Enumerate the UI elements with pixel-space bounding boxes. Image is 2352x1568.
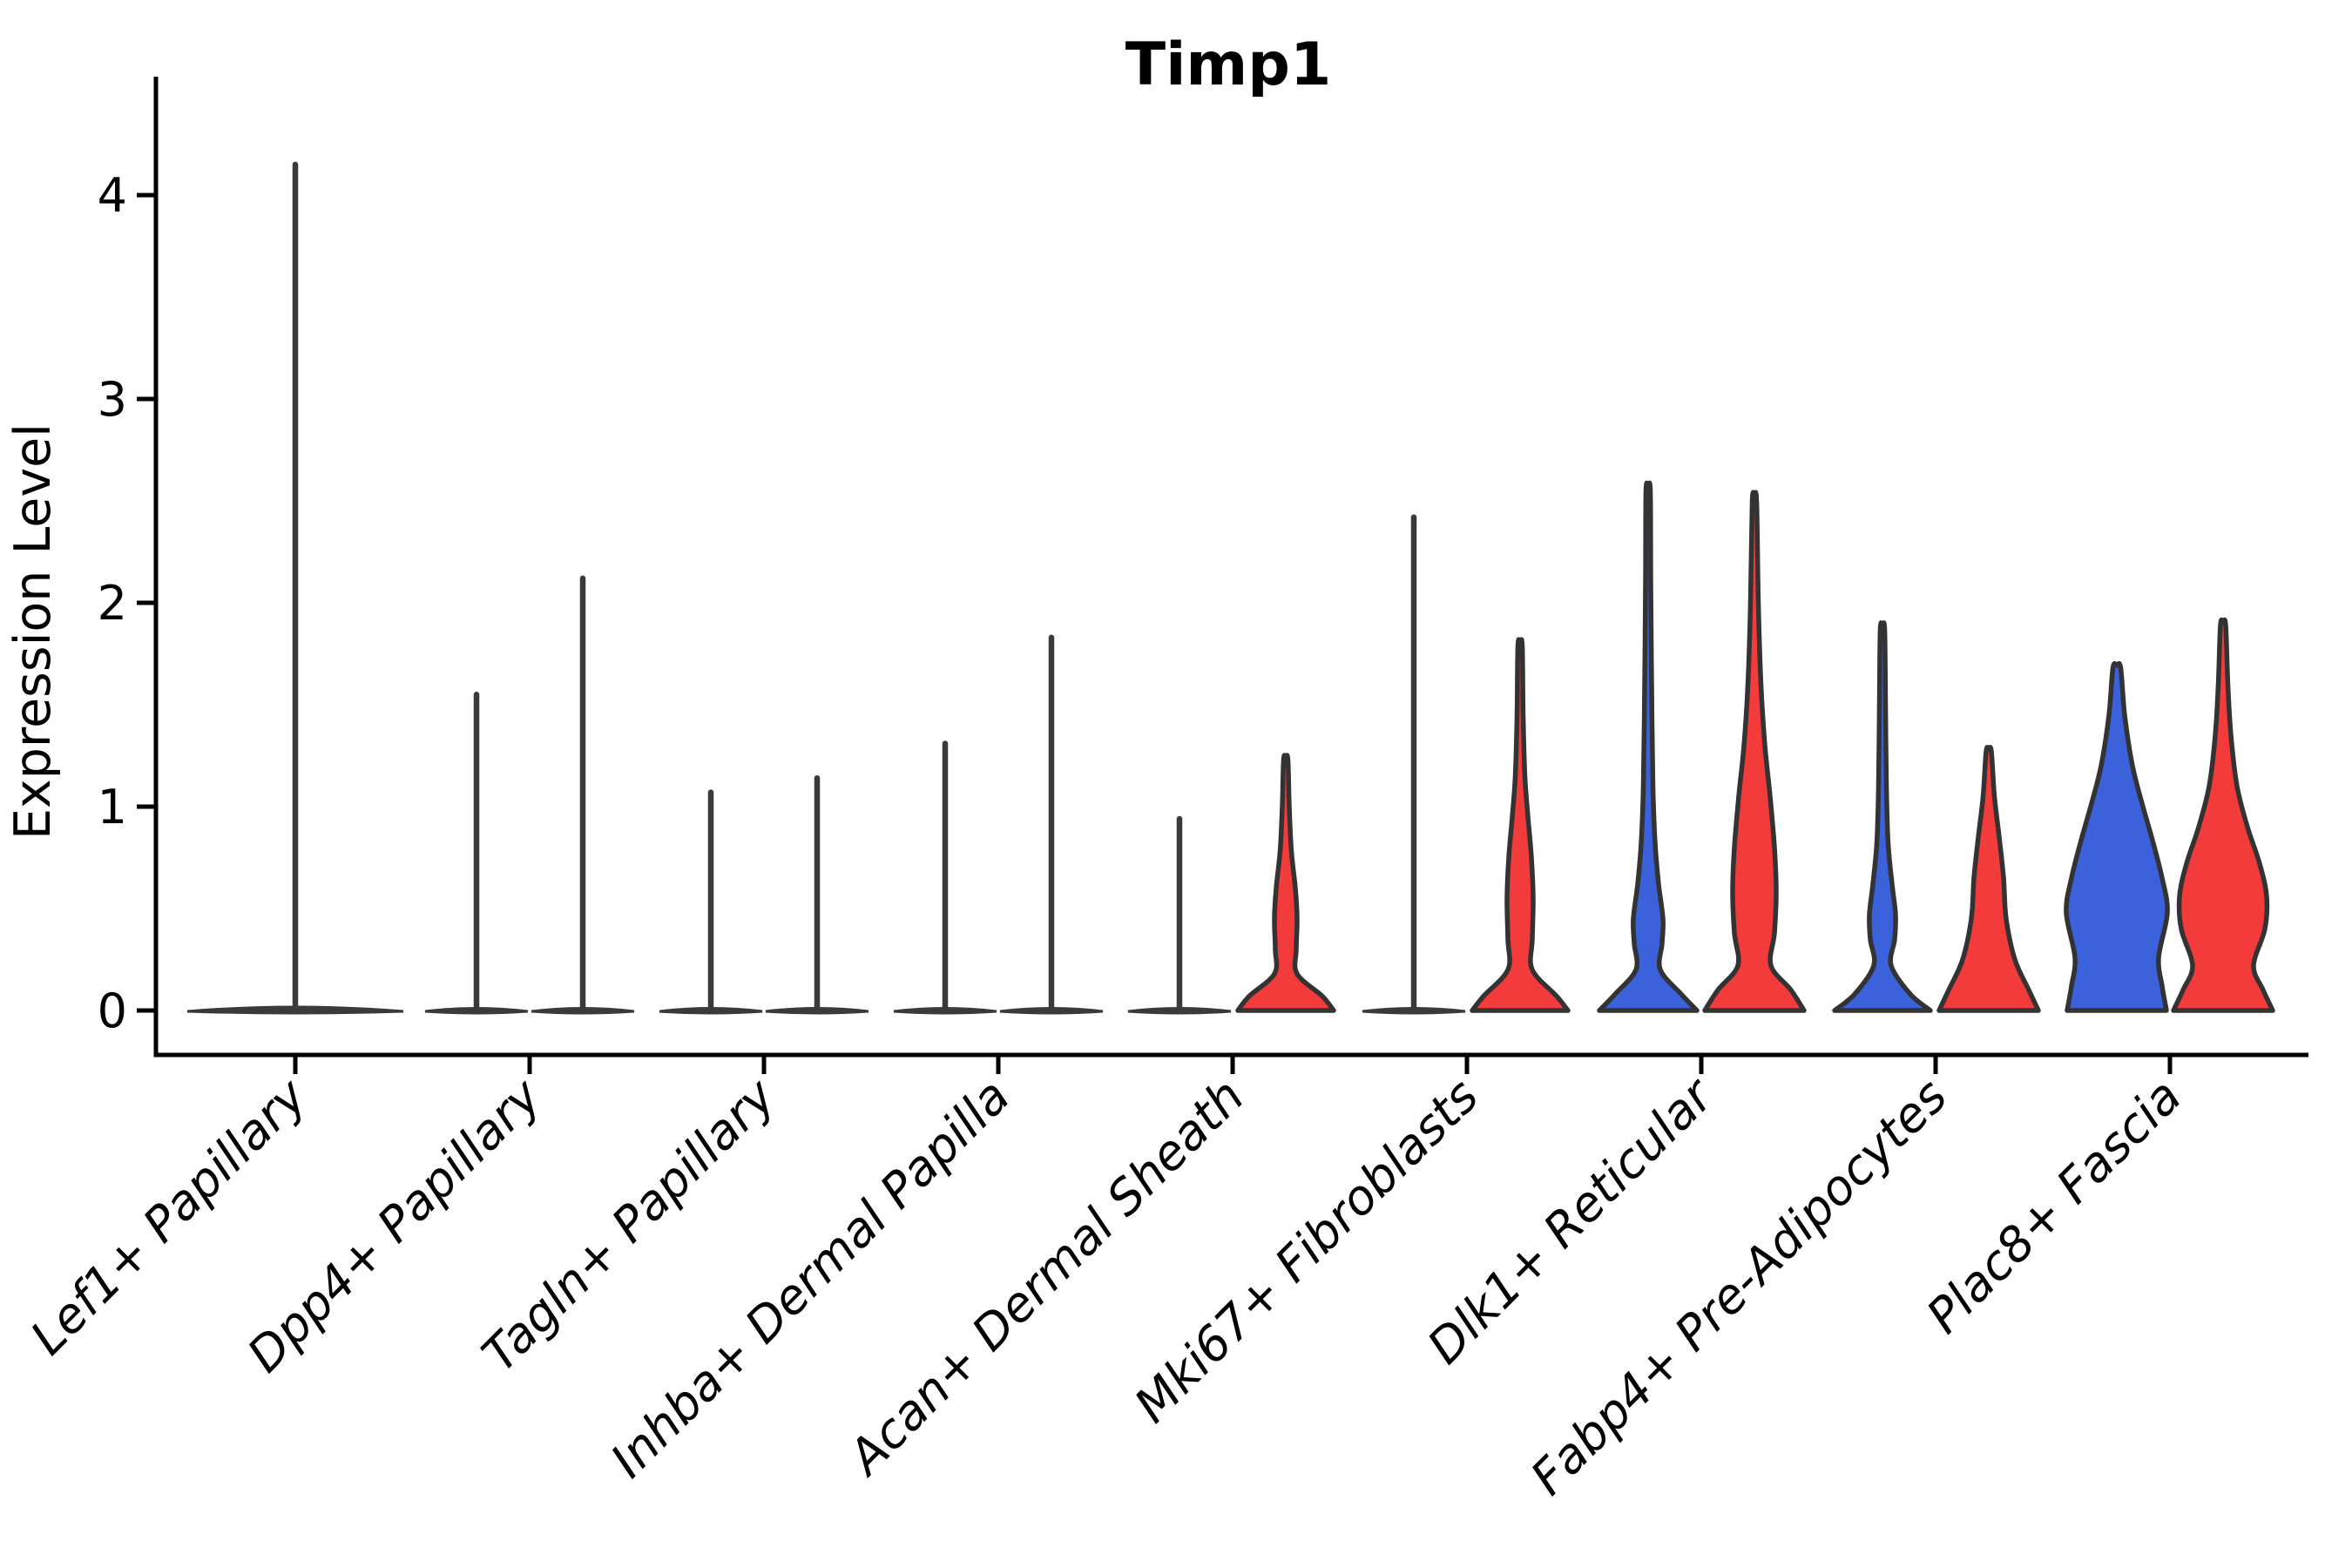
violin-body-red [1936, 745, 2041, 1013]
y-tick-label: 0 [98, 983, 127, 1038]
violin-body-blue [2064, 661, 2170, 1013]
violin-body-red [1235, 753, 1336, 1013]
y-tick-labels: 0 1 2 3 4 [98, 168, 127, 1038]
violin-body-red [1702, 490, 1807, 1013]
violin-body-red [1470, 637, 1571, 1013]
violin-body-red [2171, 617, 2275, 1013]
y-tick-label: 2 [98, 576, 127, 631]
plot-title: Timp1 [1125, 30, 1332, 99]
x-tick-label: Acan+ Dermal Sheath [836, 1068, 1255, 1487]
violins-layer [186, 161, 2275, 1015]
y-axis-label: Expression Level [4, 423, 62, 840]
y-tick-label: 3 [98, 372, 127, 427]
y-tick-label: 1 [98, 780, 127, 835]
x-tick-label: Fabp4+ Pre-Adipocytes [1520, 1068, 1957, 1505]
y-tick-label: 4 [98, 168, 127, 223]
x-tick-label: Plac8+ Fascia [1916, 1068, 2192, 1344]
violin-body-blue [1597, 480, 1700, 1013]
violin-body-blue [1832, 620, 1933, 1013]
x-tick-label: Inhba+ Dermal Papilla [600, 1068, 1020, 1488]
axes-layer [137, 77, 2308, 1074]
